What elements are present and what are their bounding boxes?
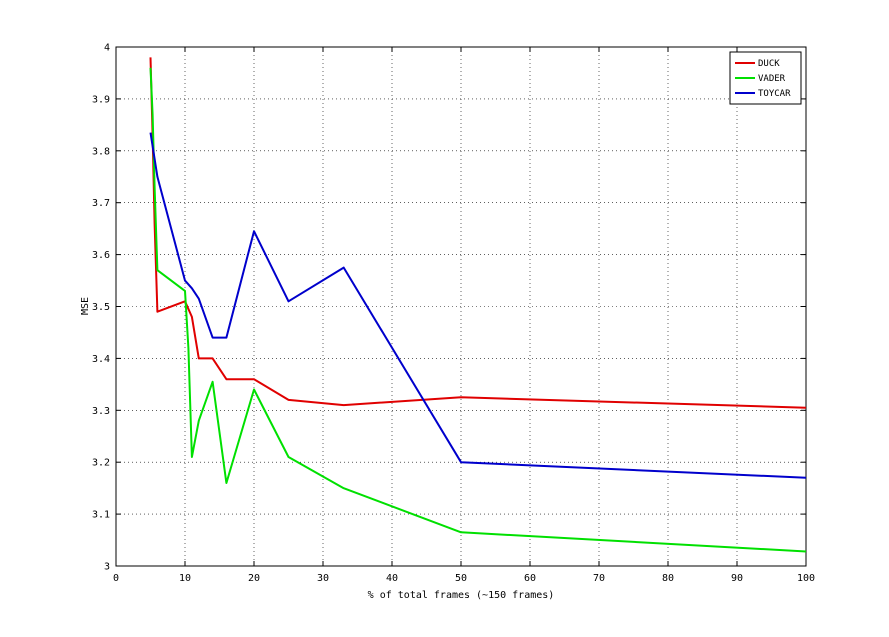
grid [116,47,806,566]
y-axis-label: MSE [80,297,91,315]
legend: DUCK VADER TOYCAR [729,51,802,105]
legend-label: VADER [758,74,786,84]
legend-label: DUCK [758,59,780,69]
series-lines [149,57,807,553]
x-tick-label: 20 [248,573,260,584]
y-tick-label: 3.7 [92,198,110,209]
legend-label: TOYCAR [758,89,791,99]
y-tick-label: 3.1 [92,510,110,521]
series-line-duck [149,57,807,409]
x-tick-label: 30 [317,573,329,584]
series-line-vader [149,67,807,553]
x-tick-label: 60 [524,573,536,584]
y-tick-label: 4 [104,43,110,54]
series-line-toycar [149,132,807,479]
x-axis-label: % of total frames (~150 frames) [368,590,555,601]
x-tick-label: 100 [797,573,815,584]
x-tick-label: 70 [593,573,605,584]
y-tick-label: 3.8 [92,146,110,157]
x-tick-label: 10 [179,573,191,584]
y-tick-label: 3.6 [92,250,110,261]
x-tick-label: 90 [731,573,743,584]
x-tick-label: 0 [113,573,119,584]
x-tick-label: 40 [386,573,398,584]
y-tick-label: 3.5 [92,302,110,313]
axis-ticks: 0 10 20 30 40 50 60 70 80 90 100 3 3.1 3.2 3.3 3.4 3.5 3.… [92,43,815,585]
x-tick-label: 80 [662,573,674,584]
y-tick-label: 3.2 [92,458,110,469]
x-tick-label: 50 [455,573,467,584]
y-tick-label: 3.4 [92,354,110,365]
y-tick-label: 3 [104,562,110,573]
y-tick-label: 3.3 [92,406,110,417]
y-tick-label: 3.9 [92,94,110,105]
